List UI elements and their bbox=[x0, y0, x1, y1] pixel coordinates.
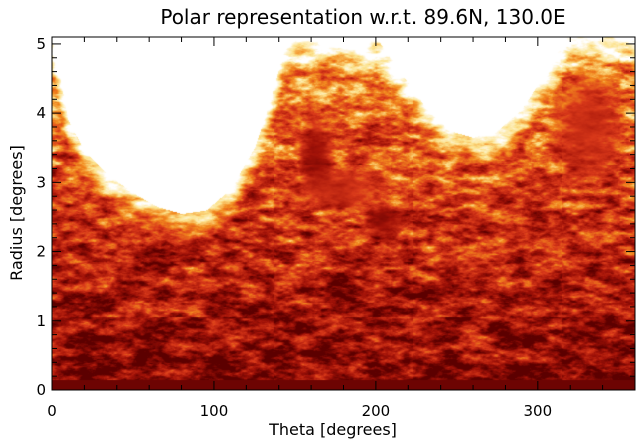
x-axis-ticks: 0 100 200 300 bbox=[47, 37, 636, 420]
y-axis-ticks: 0 1 2 3 4 5 bbox=[36, 35, 635, 399]
x-tick-label: 200 bbox=[362, 402, 391, 420]
y-tick-label: 5 bbox=[36, 35, 46, 53]
x-tick-label: 0 bbox=[47, 402, 57, 420]
y-tick-label: 3 bbox=[36, 173, 46, 191]
y-tick-label: 1 bbox=[36, 312, 46, 330]
y-tick-label: 0 bbox=[36, 381, 46, 399]
x-tick-label: 100 bbox=[200, 402, 229, 420]
x-tick-label: 300 bbox=[524, 402, 553, 420]
chart-title: Polar representation w.r.t. 89.6N, 130.0… bbox=[160, 5, 565, 29]
y-axis-label: Radius [degrees] bbox=[7, 145, 26, 281]
y-tick-label: 4 bbox=[36, 104, 46, 122]
x-axis-label: Theta [degrees] bbox=[268, 420, 397, 439]
heatmap-image bbox=[52, 37, 635, 390]
y-tick-label: 2 bbox=[36, 243, 46, 261]
